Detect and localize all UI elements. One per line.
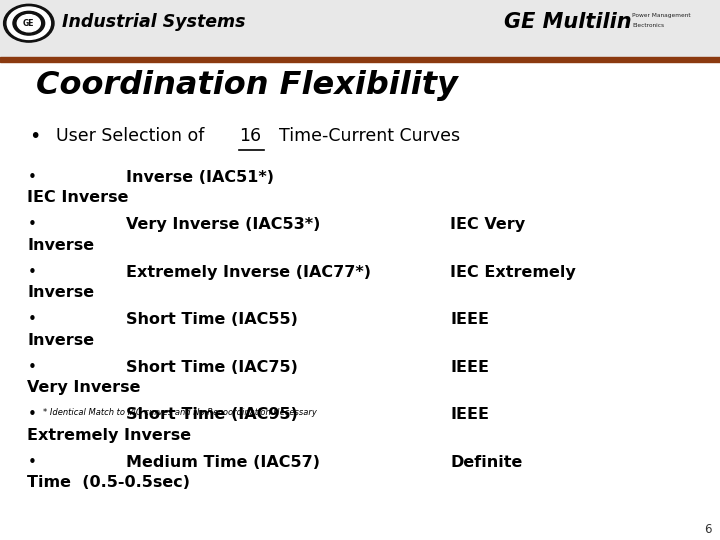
Text: * Identical Match to IAC curves and No Recoordination Necessary: * Identical Match to IAC curves and No R… [43,408,317,416]
Text: •: • [27,170,36,185]
Text: Electronics: Electronics [632,23,665,29]
Text: •: • [27,455,36,470]
Text: Inverse: Inverse [27,285,94,300]
Text: Coordination Flexibility: Coordination Flexibility [36,70,458,101]
Text: Very Inverse (IAC53*): Very Inverse (IAC53*) [126,217,320,232]
Text: IEEE: IEEE [450,312,489,327]
Text: 16: 16 [239,127,261,145]
Text: Inverse: Inverse [27,333,94,348]
Text: IEC Inverse: IEC Inverse [27,190,129,205]
Text: GE: GE [23,19,35,28]
Text: •: • [27,265,36,280]
Text: Short Time (IAC75): Short Time (IAC75) [126,360,298,375]
Text: •: • [27,360,36,375]
Bar [0,57,720,62]
Text: GE Multilin: GE Multilin [504,11,631,32]
Text: Short Time (IAC55): Short Time (IAC55) [126,312,298,327]
Text: Definite: Definite [450,455,523,470]
Text: •: • [29,126,40,146]
Text: 6: 6 [704,523,711,536]
Circle shape [4,4,54,42]
Text: Extremely Inverse: Extremely Inverse [27,428,192,443]
Text: IEC Extremely: IEC Extremely [450,265,576,280]
Text: Very Inverse: Very Inverse [27,380,141,395]
Bar [0,0,720,58]
Text: Medium Time (IAC57): Medium Time (IAC57) [126,455,320,470]
Text: Industrial Systems: Industrial Systems [62,12,246,31]
Text: Inverse (IAC51*): Inverse (IAC51*) [126,170,274,185]
Circle shape [13,11,45,35]
Text: Power Management: Power Management [632,12,690,18]
Text: User Selection of: User Selection of [56,127,210,145]
Text: Time  (0.5-0.5sec): Time (0.5-0.5sec) [27,475,190,490]
Text: IEEE: IEEE [450,360,489,375]
Text: Extremely Inverse (IAC77*): Extremely Inverse (IAC77*) [126,265,371,280]
Text: IEEE: IEEE [450,407,489,422]
Text: •: • [27,407,36,422]
Text: Time-Current Curves: Time-Current Curves [268,127,460,145]
Text: IEC Very: IEC Very [450,217,525,232]
Text: Inverse: Inverse [27,238,94,253]
Circle shape [7,7,50,39]
Text: •: • [27,217,36,232]
Text: •: • [27,312,36,327]
Text: Short Time (IAC95): Short Time (IAC95) [126,407,298,422]
Circle shape [17,15,40,32]
